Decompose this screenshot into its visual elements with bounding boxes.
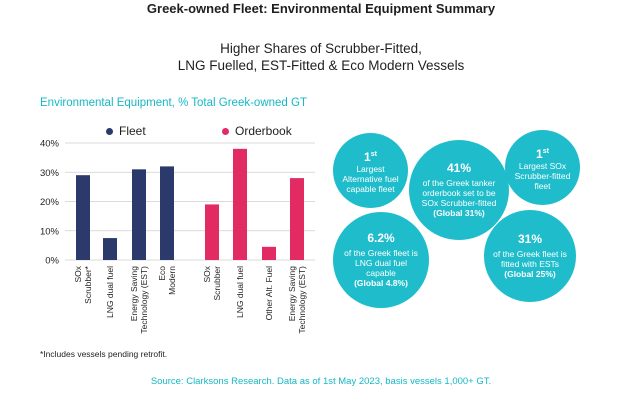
bar-fleet <box>132 169 146 260</box>
x-tick-label: Technology (EST) <box>139 266 149 334</box>
bar-fleet <box>103 238 117 260</box>
bar-orderbook <box>205 204 219 260</box>
bar-fleet <box>76 175 90 260</box>
x-tick-label: Scrubber <box>212 266 222 301</box>
bar-orderbook <box>262 246 276 260</box>
bubble-tanker-scrubber: 41% of the Greek tanker orderbook set to… <box>409 140 509 240</box>
chart-heading: Environmental Equipment, % Total Greek-o… <box>40 97 307 109</box>
bubble-alt-fuel: 1st Largest Alternative fuel capable fle… <box>333 133 408 208</box>
bubble-sox-fleet: 1st Largest SOx Scrubber-fitted fleet <box>505 130 580 205</box>
bubble-lng: 6.2% of the Greek fleet is LNG dual fuel… <box>333 212 429 308</box>
x-tick-label: SOx <box>202 265 212 282</box>
x-tick-label: Technology (EST) <box>297 266 307 334</box>
x-tick-label: Energy Saving <box>287 266 297 322</box>
legend-orderbook-label: Orderbook <box>235 124 292 138</box>
page-title: Greek-owned Fleet: Environmental Equipme… <box>146 1 496 16</box>
legend-fleet: Fleet <box>106 124 146 138</box>
subtitle-line-1: Higher Shares of Scrubber-Fitted, <box>220 41 422 56</box>
x-tick-label: LNG dual fuel <box>105 266 115 318</box>
x-tick-label: SOx <box>73 265 83 282</box>
bar-fleet <box>160 166 174 260</box>
x-tick-label: Modern <box>167 266 177 295</box>
subtitle: Higher Shares of Scrubber-Fitted, LNG Fu… <box>0 40 642 74</box>
bubble-est-value: 31% <box>517 231 543 246</box>
bubble-alt-fuel-text: Largest Alternative fuel capable fleet <box>342 163 399 194</box>
y-tick-label: 10% <box>40 226 60 237</box>
bubble-tanker-scrubber-global: (Global 31%) <box>433 207 485 218</box>
bubble-tanker-scrubber-value: 41% <box>446 160 472 175</box>
legend-orderbook-swatch <box>222 127 229 135</box>
legend-fleet-label: Fleet <box>119 124 146 138</box>
legend-orderbook: Orderbook <box>222 124 292 138</box>
y-tick-label: 30% <box>40 168 60 179</box>
bubble-sox-fleet-value: 1st <box>536 146 549 161</box>
bubble-sox-fleet-text: Largest SOx Scrubber-fitted fleet <box>514 160 571 191</box>
bubble-est-text: of the Greek fleet is fitted with ESTs <box>493 248 567 269</box>
y-tick-label: 20% <box>40 197 60 208</box>
bubble-est-global: (Global 25%) <box>504 268 556 279</box>
x-tick-label: Other Alt. Fuel <box>264 266 274 320</box>
x-tick-label: LNG dual fuel <box>235 266 245 318</box>
bubble-tanker-scrubber-text: of the Greek tanker orderbook set to be … <box>421 177 497 208</box>
bubble-lng-global: (Global 4.8%) <box>354 277 408 288</box>
bar-orderbook <box>233 148 247 260</box>
source-note: Source: Clarksons Research. Data as of 1… <box>150 376 492 387</box>
bubble-lng-text: of the Greek fleet is LNG dual fuel capa… <box>344 247 418 278</box>
footnote: *Includes vessels pending retrofit. <box>40 349 168 359</box>
subtitle-line-2: LNG Fuelled, EST-Fitted & Eco Modern Ves… <box>177 58 465 73</box>
bar-orderbook <box>290 178 304 260</box>
x-tick-label: Scrubber* <box>83 265 93 303</box>
bubble-alt-fuel-value: 1st <box>364 149 377 164</box>
x-tick-label: Eco <box>157 266 167 281</box>
bubble-est: 31% of the Greek fleet is fitted with ES… <box>484 210 576 302</box>
y-tick-label: 40% <box>40 139 60 150</box>
x-tick-label: Energy Saving <box>129 266 139 322</box>
y-tick-label: 0% <box>45 256 59 267</box>
bubble-lng-value: 6.2% <box>367 230 395 245</box>
legend-fleet-swatch <box>106 127 113 135</box>
